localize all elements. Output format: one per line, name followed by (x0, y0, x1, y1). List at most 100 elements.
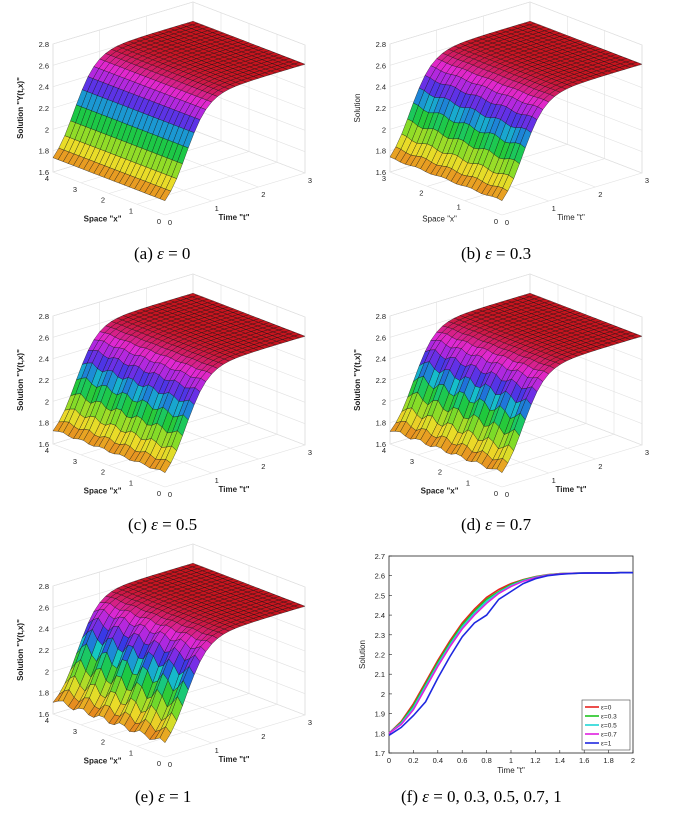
surface-cell (496, 187, 509, 201)
x-tick-label: 0.6 (457, 756, 467, 765)
surface-panel-d: 1.6 1.8 2 2.2 2.4 2.6 2.8 4 3 2 1 0 0 1 2 3 Solution "Y(… (337, 272, 673, 542)
x-tick-label: 1.2 (530, 756, 540, 765)
z-tick-label: 1.6 (39, 168, 49, 177)
surface-panel-e: 1.6 1.8 2 2.2 2.4 2.6 2.8 4 3 2 1 0 0 1 2 3 Solution "Y(… (0, 542, 336, 815)
x-tick-label: 1 (466, 478, 470, 487)
t-tick-label: 1 (552, 476, 556, 485)
x-tick-label: 1 (457, 203, 461, 212)
z-tick-label: 1.6 (376, 168, 386, 177)
t-axis-title: Time "t" (219, 485, 250, 494)
z-tick-label: 1.6 (39, 710, 49, 719)
t-tick-label: 0 (168, 760, 172, 769)
z-tick-label: 2.8 (376, 312, 386, 321)
surface-plot-d: 1.6 1.8 2 2.2 2.4 2.6 2.8 4 3 2 1 0 0 1 2 3 Solution "Y(… (353, 273, 649, 499)
t-tick-label: 1 (215, 746, 219, 755)
x-gridline (164, 317, 306, 488)
x-tick-label: 2 (438, 468, 442, 477)
t-tick-label: 3 (308, 448, 312, 457)
caption-c: (c) ε = 0.5 (128, 515, 198, 534)
x-tick-label: 1 (129, 748, 133, 757)
y-tick-label: 1.7 (375, 749, 385, 758)
z-tick-label: 2.6 (39, 61, 49, 70)
surface-panel-c: 1.6 1.8 2 2.2 2.4 2.6 2.8 4 3 2 1 0 0 1 2 3 Solution "Y(… (0, 272, 336, 542)
y-tick-label: 1.9 (375, 710, 385, 719)
axes: 1.6 1.8 2 2.2 2.4 2.6 2.8 4 3 2 1 0 0 1 2 3 Solution "Y(… (16, 312, 312, 499)
x-tick-label: 0.4 (433, 756, 443, 765)
z-tick-label: 2.4 (376, 83, 386, 92)
t-tick-label: 0 (168, 490, 172, 499)
surface-panel-b: 1.6 1.8 2 2.2 2.4 2.6 2.8 3 2 1 0 0 1 2 3 Solution Space… (337, 0, 673, 270)
z-tick-label: 2 (45, 397, 49, 406)
x-tick-label: 4 (382, 446, 386, 455)
z-tick-label: 2.8 (39, 40, 49, 49)
x-tick-label: 3 (382, 174, 386, 183)
y-axis-title: Solution (358, 640, 367, 669)
t-tick-label: 0 (505, 490, 509, 499)
surface-mesh (52, 293, 306, 473)
surface-cell (159, 459, 172, 473)
z-tick-label: 2.8 (39, 312, 49, 321)
series-group (388, 571, 633, 736)
z-tick-label: 2.4 (39, 355, 49, 364)
t-tick-label: 1 (215, 476, 219, 485)
ticks: 0 0.2 0.4 0.6 0.8 1 1.2 1.4 1.6 1.8 2 1.7 1.8 1.9 2 2.1… (375, 552, 636, 765)
z-tick-label: 1.8 (39, 689, 49, 698)
z-tick-label: 2.6 (39, 333, 49, 342)
x-tick-label: 4 (45, 716, 49, 725)
y-tick-label: 2.2 (375, 651, 385, 660)
z-tick-label: 2 (45, 125, 49, 134)
x-axis-title: Time "t" (497, 766, 525, 775)
t-tick-label: 1 (552, 204, 556, 213)
z-tick-label: 1.8 (376, 147, 386, 156)
caption-b: (b) ε = 0.3 (461, 244, 532, 263)
x-axis-title: Space "x" (84, 215, 122, 224)
series-line (388, 571, 633, 736)
z-axis-title: Solution "Y(t,x)" (353, 349, 362, 411)
z-tick-label: 2.6 (376, 333, 386, 342)
x-tick-label: 0.2 (408, 756, 418, 765)
x-axis-title: Space "x" (84, 757, 122, 766)
y-tick-label: 2.3 (375, 631, 385, 640)
z-tick-label: 2.2 (376, 104, 386, 113)
x-tick-label: 1.6 (579, 756, 589, 765)
surface-plot-a: 1.6 1.8 2 2.2 2.4 2.6 2.8 4 3 2 1 0 0 1 2 3 Solution "Y(… (16, 1, 312, 227)
x-tick-label: 3 (73, 457, 77, 466)
z-tick-label: 2 (45, 667, 49, 676)
x-tick-label: 1 (129, 206, 133, 215)
x-gridline (473, 306, 615, 477)
y-tick-label: 2.6 (375, 572, 385, 581)
x-tick-label: 3 (73, 185, 77, 194)
z-tick-label: 1.6 (376, 440, 386, 449)
y-tick-label: 2.1 (375, 670, 385, 679)
y-tick-label: 2 (381, 690, 385, 699)
x-tick-label: 2 (101, 738, 105, 747)
x-tick-label: 0.8 (481, 756, 491, 765)
legend-label: ε=0.7 (601, 732, 617, 739)
x-gridline (164, 587, 306, 758)
x-tick-label: 1.8 (603, 756, 613, 765)
t-tick-label: 2 (598, 462, 602, 471)
surface-cell (496, 458, 509, 473)
t-axis-title: Time "t" (557, 213, 585, 222)
axes: 1.6 1.8 2 2.2 2.4 2.6 2.8 4 3 2 1 0 0 1 2 3 Solution "Y(… (353, 312, 649, 499)
t-axis-title: Time "t" (219, 755, 250, 764)
legend-label: ε=0 (601, 705, 612, 712)
surface-mesh (389, 293, 643, 473)
surface-plot-c: 1.6 1.8 2 2.2 2.4 2.6 2.8 4 3 2 1 0 0 1 2 3 Solution "Y(… (16, 273, 312, 499)
caption-f: (f) ε = 0, 0.3, 0.5, 0.7, 1 (401, 787, 562, 806)
x-tick-label: 2 (101, 468, 105, 477)
z-tick-label: 2.2 (39, 646, 49, 655)
surface-cell (159, 726, 172, 743)
x-tick-label: 2 (631, 756, 635, 765)
x-axis-title: Space "x" (421, 487, 459, 496)
z-axis-title: Solution "Y(t,x)" (16, 349, 25, 411)
x-gridline (136, 34, 278, 205)
z-axis-title: Solution (353, 94, 362, 123)
axes: 1.6 1.8 2 2.2 2.4 2.6 2.8 4 3 2 1 0 0 1 2 3 Solution "Y(… (16, 582, 312, 769)
x-tick-label: 4 (45, 174, 49, 183)
t-axis-title: Time "t" (556, 485, 587, 494)
x-tick-label: 0 (157, 759, 161, 768)
z-tick-label: 2.2 (39, 376, 49, 385)
z-tick-label: 2.2 (39, 104, 49, 113)
axes: 1.6 1.8 2 2.2 2.4 2.6 2.8 4 3 2 1 0 0 1 2 3 Solution "Y(… (16, 40, 312, 227)
